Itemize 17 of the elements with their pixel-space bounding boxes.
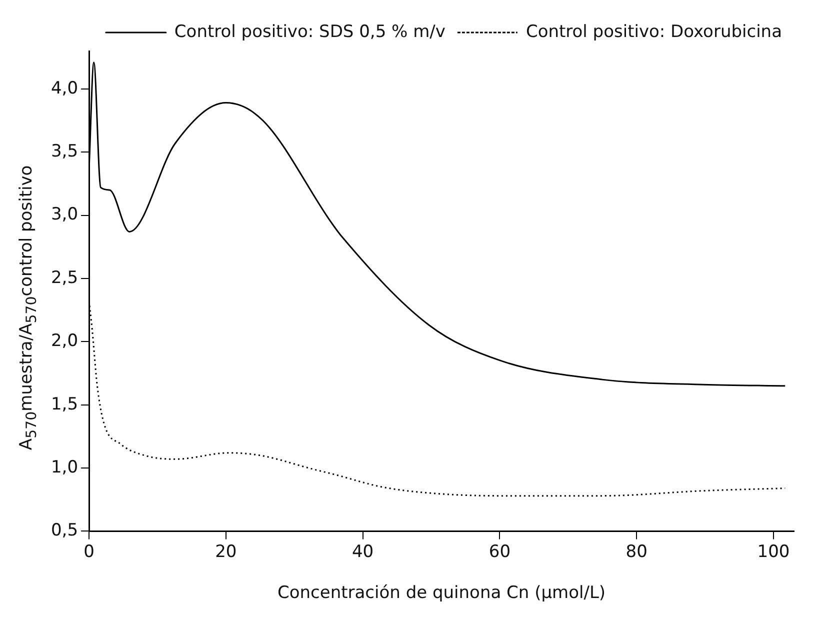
y-tick-label: 0,5 xyxy=(50,520,78,541)
y-tick-label: 3,0 xyxy=(50,204,78,225)
y-tick-label: 2,5 xyxy=(50,268,78,288)
x-axis-title: Concentración de quinona Cn (μmol/L) xyxy=(277,583,606,604)
y-tick-label: 1,0 xyxy=(50,457,78,478)
legend-label: Control positivo: SDS 0,5 % m/v xyxy=(174,22,446,42)
y-tick-label: 2,0 xyxy=(50,331,78,352)
x-tick-label: 60 xyxy=(488,542,511,562)
y-tick-label: 1,5 xyxy=(50,394,78,414)
y-tick-label: 4,0 xyxy=(50,78,78,98)
x-tick-label: 0 xyxy=(84,542,94,562)
x-tick-label: 20 xyxy=(215,542,237,562)
x-tick-label: 80 xyxy=(626,542,648,562)
x-tick-label: 100 xyxy=(757,542,790,562)
x-tick-label: 40 xyxy=(352,542,374,562)
y-tick-label: 3,5 xyxy=(50,142,78,162)
legend-label: Control positivo: Doxorubicina xyxy=(526,22,782,42)
